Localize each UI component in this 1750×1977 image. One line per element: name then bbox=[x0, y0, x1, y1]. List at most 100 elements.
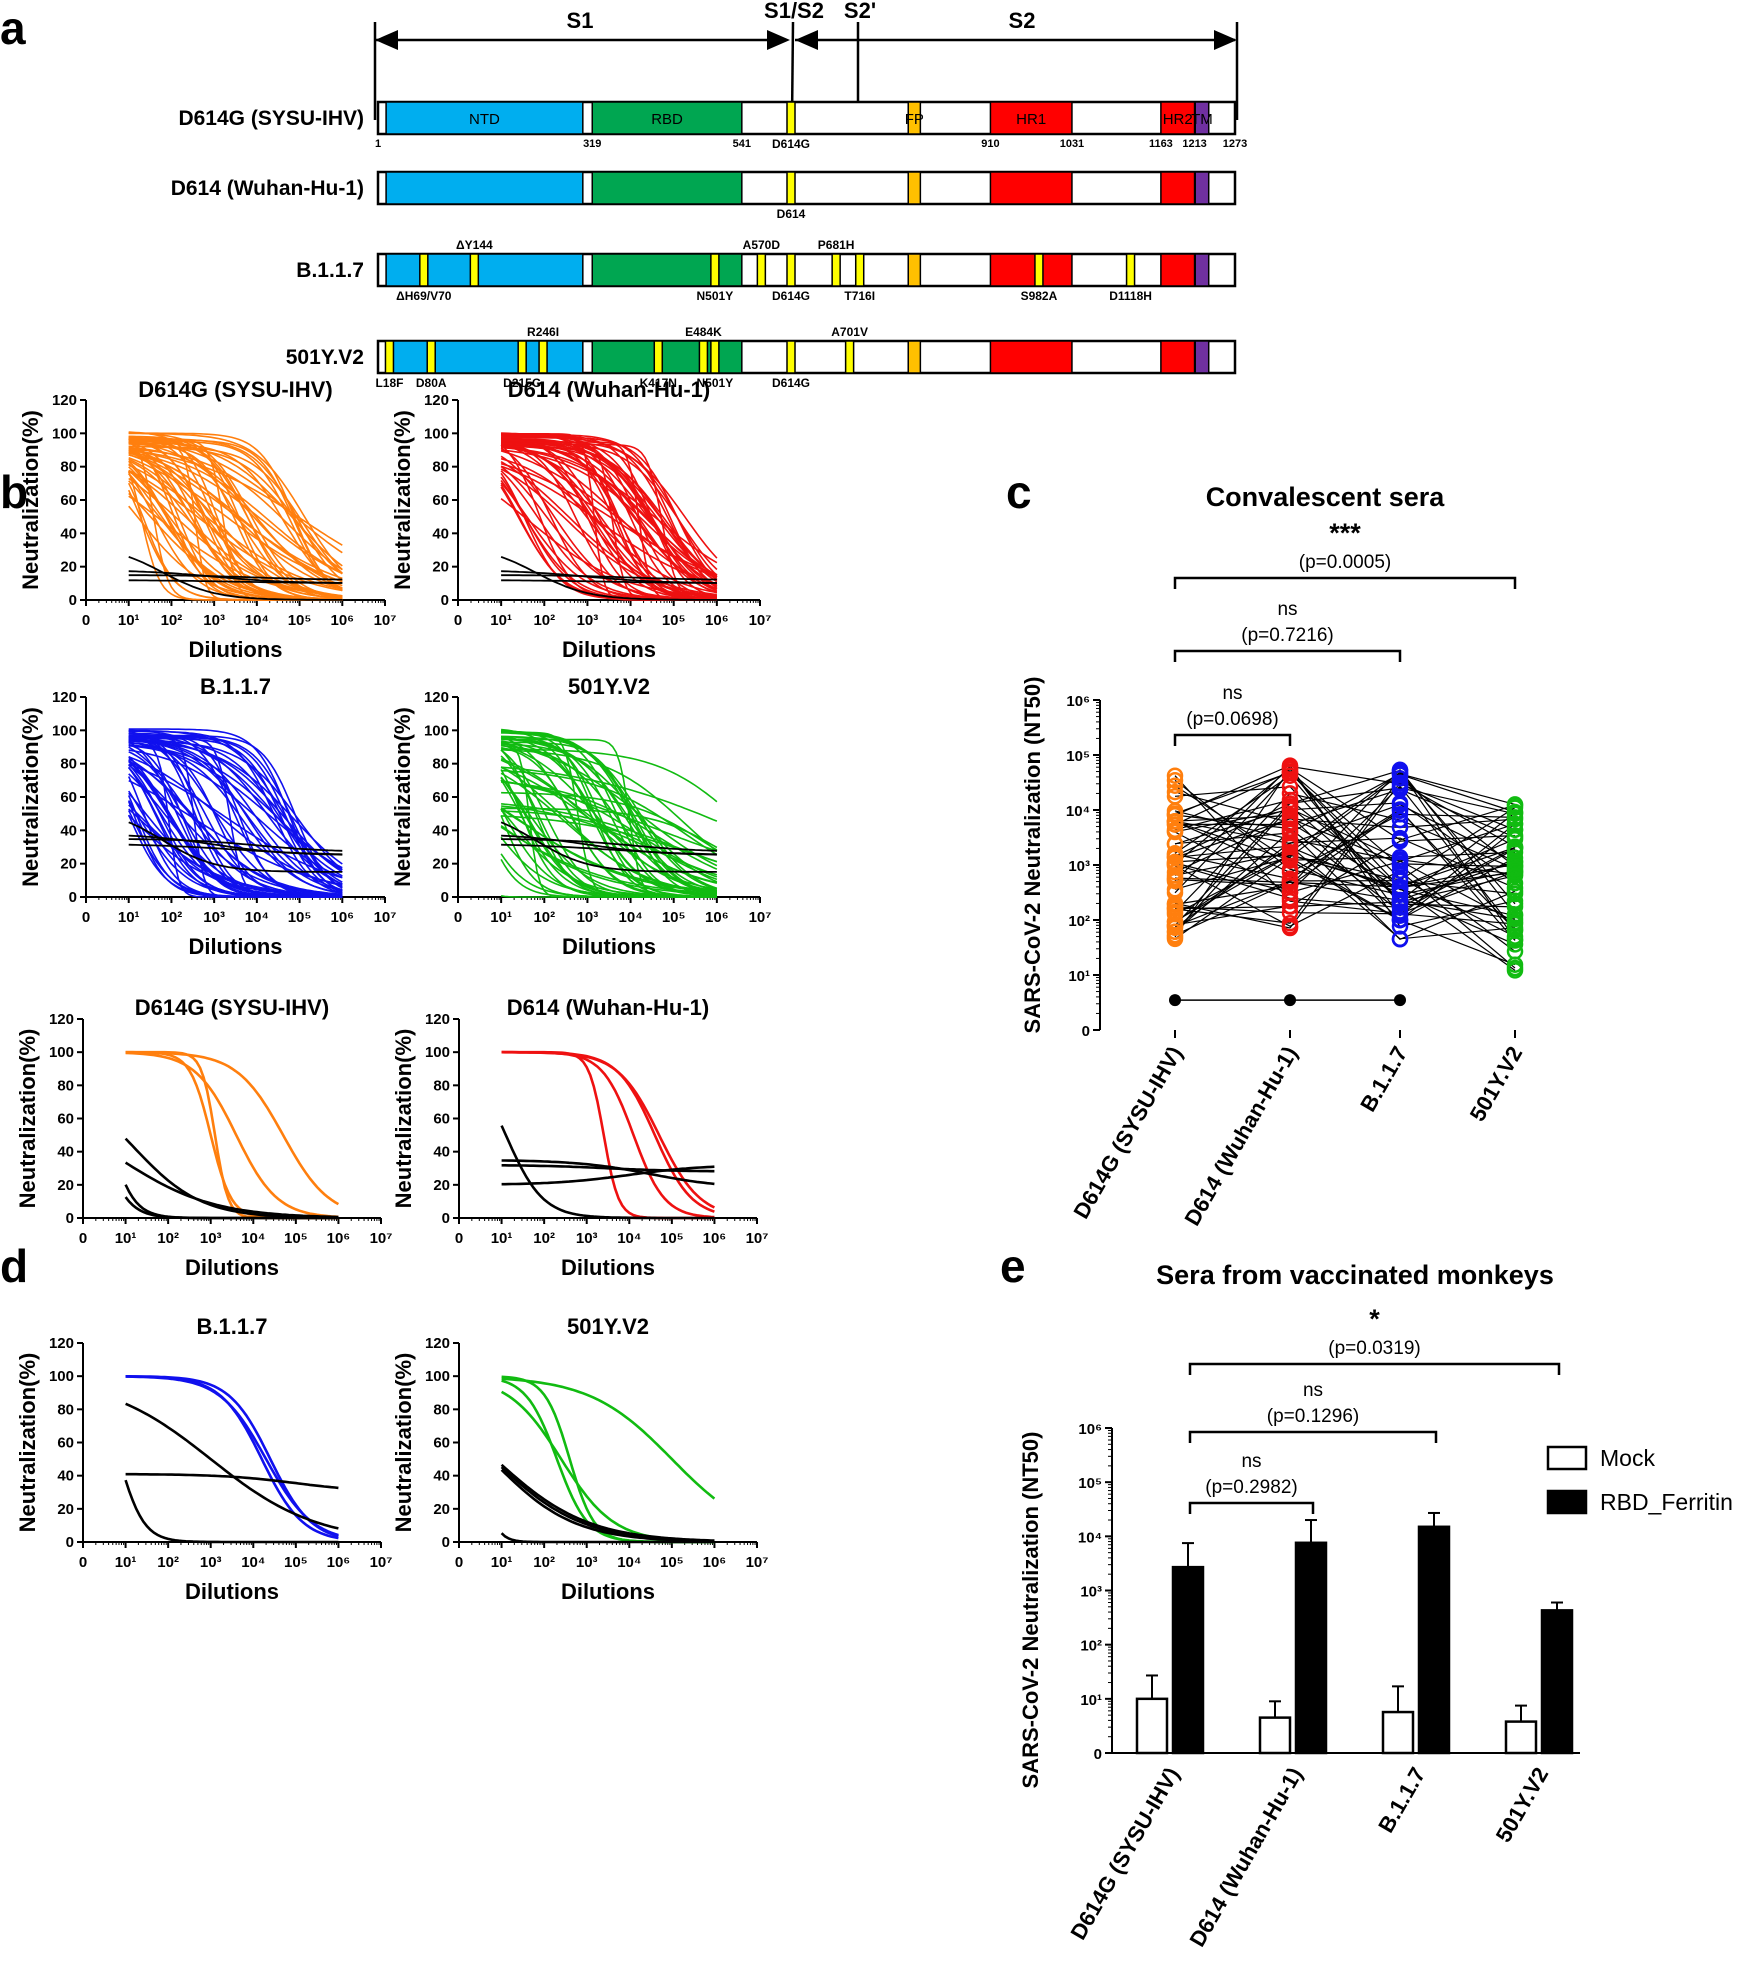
x-tick-label: 10⁶ bbox=[705, 909, 729, 926]
negative-curve-line bbox=[128, 821, 343, 873]
y-tick-label: 0 bbox=[442, 1210, 450, 1227]
domain-label-tm: TM bbox=[1191, 111, 1213, 128]
mutation-marker bbox=[786, 340, 796, 374]
curve-line bbox=[500, 780, 718, 878]
negative-curve-line bbox=[500, 821, 717, 873]
y-tick-label: 20 bbox=[433, 1501, 450, 1518]
subplot-title: 501Y.V2 bbox=[568, 674, 650, 699]
x-tick-label: 10⁵ bbox=[660, 1554, 684, 1571]
y-tick-label: 0 bbox=[69, 592, 77, 609]
region-s1-label: S1 bbox=[567, 8, 594, 33]
legend-rbd-swatch bbox=[1546, 1489, 1588, 1515]
negative-point bbox=[1394, 994, 1406, 1007]
x-tick-label: 10⁵ bbox=[660, 1230, 684, 1247]
x-tick-label: 0 bbox=[79, 1554, 87, 1571]
x-axis-label: Dilutions bbox=[562, 637, 656, 662]
x-tick-label: 10⁴ bbox=[241, 1554, 265, 1571]
domain-ntd bbox=[385, 253, 584, 287]
curve-line bbox=[128, 443, 343, 601]
mutation-label: D614G bbox=[772, 289, 810, 303]
data-point bbox=[1281, 904, 1299, 921]
mutation-label: ΔY144 bbox=[456, 238, 493, 252]
domain-hr2 bbox=[1160, 340, 1196, 374]
panel-b-curves: D614G (SYSU-IHV) 0 20 40 60 80 100 120 0 10¹ 10² 10… bbox=[18, 377, 771, 959]
significance-label: ns bbox=[1241, 1451, 1261, 1472]
paired-line bbox=[1174, 807, 1516, 922]
y-tick-label: 100 bbox=[424, 722, 449, 739]
x-tick-label: 10⁷ bbox=[374, 909, 397, 926]
mutation-marker bbox=[786, 253, 796, 287]
mutation-marker bbox=[419, 253, 429, 287]
domain-label-fp: FP bbox=[905, 111, 924, 128]
negative-curve-line bbox=[500, 1125, 715, 1220]
negative-curve-line bbox=[128, 579, 343, 584]
negative-curve-line bbox=[501, 1159, 715, 1186]
x-tick-label: 10⁶ bbox=[330, 612, 354, 629]
legend: Mock RBD_Ferritin bbox=[1546, 1445, 1733, 1515]
x-tick-label: 10⁷ bbox=[374, 612, 397, 629]
y-tick-label: 60 bbox=[60, 492, 77, 509]
mutation-marker bbox=[710, 253, 720, 287]
data-point bbox=[1391, 766, 1409, 783]
mutation-marker bbox=[786, 101, 796, 135]
data-point bbox=[1506, 799, 1524, 816]
y-tick-label: 120 bbox=[52, 689, 77, 706]
x-tick-label: 10¹ bbox=[490, 909, 512, 926]
bar-rbd-ferritin bbox=[1417, 1525, 1451, 1755]
data-point bbox=[1506, 936, 1524, 953]
data-point bbox=[1281, 757, 1299, 774]
residue-tick: 910 bbox=[981, 138, 999, 150]
region-s2-label: S2 bbox=[1009, 8, 1036, 33]
y-tick-label: 80 bbox=[433, 1077, 450, 1094]
data-point bbox=[1506, 849, 1524, 867]
y-tick-label: 40 bbox=[433, 1144, 450, 1161]
x-tick-label: 10⁴ bbox=[241, 1230, 265, 1247]
negative-curve-line bbox=[501, 574, 717, 581]
x-tick-label: 0 bbox=[82, 612, 90, 629]
domain-ntd bbox=[385, 171, 584, 205]
variant-name: D614 (Wuhan-Hu-1) bbox=[171, 177, 364, 200]
p-value-label: (p=0.2982) bbox=[1205, 1477, 1297, 1498]
paired-line bbox=[1174, 846, 1516, 945]
x-tick-label: 10⁶ bbox=[330, 909, 354, 926]
data-point bbox=[1166, 823, 1184, 840]
negative-curve-line bbox=[501, 838, 717, 852]
curve-line bbox=[128, 431, 343, 598]
curve-line bbox=[501, 439, 717, 601]
data-point bbox=[1281, 898, 1299, 915]
y-tick-label: 60 bbox=[433, 1435, 450, 1452]
spike-domain-diagram: S1 S1/S2 S2' S2 D614G (SYSU-IHV) NTD RBD FP… bbox=[171, 0, 1248, 390]
paired-line bbox=[1174, 821, 1516, 861]
data-point bbox=[1506, 803, 1524, 821]
data-point bbox=[1391, 930, 1409, 948]
domain-label-hr2: HR2 bbox=[1163, 111, 1193, 128]
significance-bracket bbox=[1173, 576, 1517, 589]
subplot-title: D614 (Wuhan-Hu-1) bbox=[508, 377, 711, 402]
curve-line bbox=[128, 756, 343, 887]
x-tick-label: 10⁴ bbox=[617, 1554, 641, 1571]
mutation-marker bbox=[426, 340, 436, 374]
domain-hr1 bbox=[989, 253, 1073, 287]
y-tick-label: 100 bbox=[424, 425, 449, 442]
mutation-label: L18F bbox=[375, 376, 403, 390]
panel-label-c: c bbox=[1006, 466, 1032, 518]
x-tick-label: 10¹ bbox=[115, 1554, 137, 1571]
curve-line bbox=[500, 442, 717, 599]
domain-fp bbox=[907, 101, 922, 135]
y-tick-label: 40 bbox=[432, 525, 449, 542]
y-tick-label: 80 bbox=[432, 459, 449, 476]
significance-bracket bbox=[1173, 649, 1402, 662]
curve-line bbox=[500, 766, 717, 894]
paired-line bbox=[1174, 765, 1516, 882]
mutation-marker bbox=[538, 340, 548, 374]
paired-line bbox=[1174, 770, 1516, 952]
y-tick-label: 40 bbox=[60, 822, 77, 839]
y-tick-label: 10⁴ bbox=[1066, 803, 1090, 820]
p-value-label: (p=0.1296) bbox=[1267, 1406, 1359, 1427]
curve-line bbox=[500, 461, 718, 596]
x-tick-label: 10² bbox=[533, 909, 555, 926]
negative-curve-line bbox=[128, 838, 343, 852]
x-tick-label: 10² bbox=[533, 612, 555, 629]
y-tick-label: 20 bbox=[432, 559, 449, 576]
mutation-label: N501Y bbox=[697, 289, 734, 303]
